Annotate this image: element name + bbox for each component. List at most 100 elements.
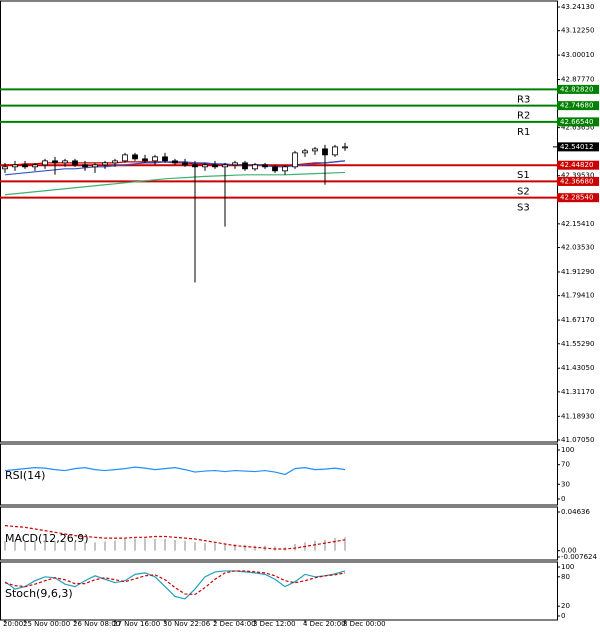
- candle-body: [62, 160, 68, 164]
- level-tag-label: 42.82820: [560, 85, 593, 93]
- candle-body: [242, 162, 248, 170]
- y-tick-label: 41.55290: [561, 340, 594, 348]
- indicator-line: [4, 466, 346, 476]
- y-tick-label: 42.39530: [561, 172, 594, 180]
- indicator-title: RSI(14): [5, 469, 45, 482]
- candle-body: [52, 160, 58, 164]
- candle-body: [312, 148, 318, 152]
- candle-body: [262, 164, 268, 168]
- candle-body: [42, 160, 48, 166]
- candle-body: [232, 162, 238, 166]
- y-tick-label: 30: [561, 480, 570, 488]
- y-tick-label: 43.24130: [561, 3, 594, 11]
- panel-frame: [0, 561, 558, 621]
- y-tick-label: -0.007624: [561, 553, 597, 561]
- candle-body: [172, 160, 178, 164]
- candle-body: [342, 146, 348, 149]
- indicator-line: [4, 570, 346, 596]
- level-name: R1: [517, 127, 530, 138]
- y-tick-label: 100: [561, 446, 574, 454]
- candle-body: [32, 164, 38, 168]
- y-tick-label: 43.00010: [561, 51, 594, 59]
- level-tag-label: 42.36680: [560, 177, 593, 185]
- candle-body: [122, 154, 128, 162]
- candle-body: [112, 160, 118, 164]
- indicator-line: [4, 570, 346, 600]
- level-name: R2: [517, 111, 530, 122]
- y-tick-label: 0: [561, 495, 565, 503]
- candle-body: [102, 162, 108, 166]
- y-tick-label: 41.18930: [561, 412, 594, 420]
- x-tick-label: 20:00: [3, 620, 23, 628]
- y-tick-label: 43.12250: [561, 27, 594, 35]
- level-name: S3: [517, 203, 530, 214]
- candle-body: [252, 164, 258, 170]
- y-tick-label: 42.87770: [561, 76, 594, 84]
- candle-body: [292, 152, 298, 168]
- y-tick-label: 42.63650: [561, 124, 594, 132]
- candle-body: [192, 164, 198, 168]
- candle-body: [72, 160, 78, 166]
- candle-body: [282, 166, 288, 172]
- candle-body: [332, 146, 338, 156]
- panel-frame: [0, 0, 558, 443]
- indicator-line: [4, 171, 346, 196]
- level-name: S2: [517, 186, 530, 197]
- y-tick-label: 0.04636: [561, 508, 590, 516]
- level-tag: [557, 176, 599, 186]
- x-tick-label: 2 Dec 04:00: [213, 620, 256, 628]
- y-tick-label: 70: [561, 461, 570, 469]
- indicator-title: Stoch(9,6,3): [5, 587, 73, 600]
- level-tag-label: 42.74680: [560, 102, 593, 110]
- candle-body: [212, 164, 218, 168]
- level-name: S1: [517, 170, 530, 181]
- y-tick-label: 41.79410: [561, 292, 594, 300]
- candle-body: [272, 166, 278, 172]
- x-tick-label: 8 Dec 00:00: [343, 620, 386, 628]
- y-tick-label: 42.03530: [561, 244, 594, 252]
- x-tick-label: 4 Dec 20:00: [303, 620, 346, 628]
- indicator-line: [4, 525, 346, 550]
- level-name: R3: [517, 94, 530, 105]
- y-tick-label: 100: [561, 563, 574, 571]
- indicator-title: MACD(12,26,9): [5, 532, 89, 545]
- y-tick-label: 41.07050: [561, 436, 594, 444]
- level-tag: [557, 101, 599, 111]
- candle-body: [132, 154, 138, 160]
- candle-body: [182, 162, 188, 166]
- last-price-label: 42.54012: [560, 143, 593, 151]
- candle-body: [92, 164, 98, 168]
- candle-body: [222, 164, 228, 168]
- candle-body: [12, 164, 18, 168]
- x-tick-label: 27 Nov 16:00: [113, 620, 160, 628]
- level-tag: [557, 84, 599, 94]
- level-tag-label: 42.44820: [560, 161, 593, 169]
- candle-body: [152, 156, 158, 162]
- candle-body: [202, 164, 208, 168]
- x-tick-label: 25 Nov 00:00: [23, 620, 70, 628]
- level-tag-label: 42.28540: [560, 194, 593, 202]
- panel-frame: [0, 506, 558, 561]
- x-tick-label: 30 Nov 22:06: [163, 620, 211, 628]
- level-tag: [557, 117, 599, 127]
- y-tick-label: 20: [561, 602, 570, 610]
- candle-body: [162, 156, 168, 162]
- candle-body: [22, 164, 28, 168]
- x-tick-label: 3 Dec 12:00: [253, 620, 296, 628]
- y-tick-label: 42.15410: [561, 220, 594, 228]
- candle-body: [142, 158, 148, 162]
- y-tick-label: 41.31170: [561, 388, 594, 396]
- y-tick-label: 41.67170: [561, 316, 594, 324]
- candle-body: [302, 150, 308, 154]
- level-tag: [557, 193, 599, 203]
- candle-body: [2, 166, 8, 170]
- y-tick-label: 80: [561, 573, 570, 581]
- x-tick-label: 26 Nov 08:00: [73, 620, 120, 628]
- level-tag: [557, 160, 599, 170]
- y-tick-label: 41.43050: [561, 364, 594, 372]
- candle-body: [322, 148, 328, 156]
- candle-body: [82, 164, 88, 168]
- y-tick-label: 0: [561, 612, 565, 620]
